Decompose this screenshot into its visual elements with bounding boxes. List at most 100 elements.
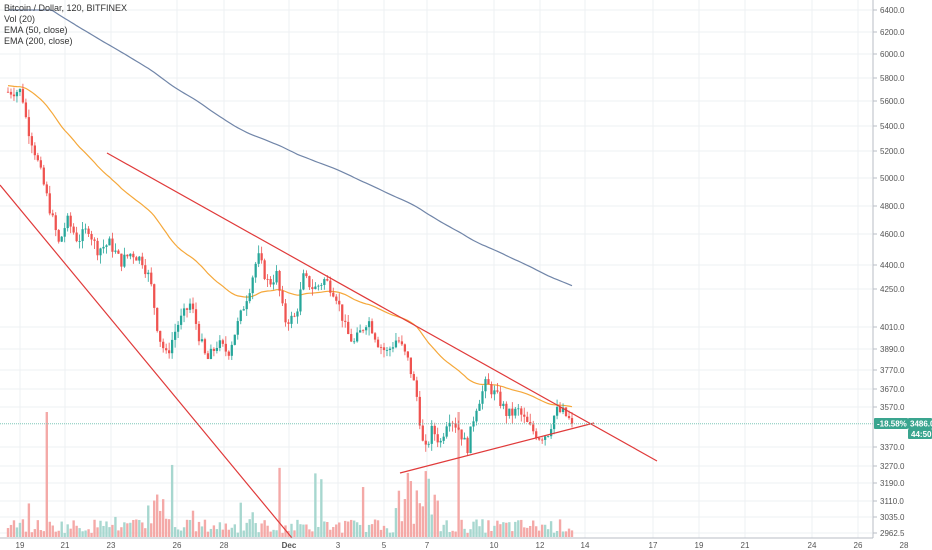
candle-body bbox=[403, 344, 407, 352]
volume-bar bbox=[293, 530, 296, 537]
volume-bar bbox=[260, 523, 263, 537]
candle-body bbox=[263, 260, 266, 279]
candle-body bbox=[356, 332, 359, 342]
ema-50-path bbox=[7, 85, 573, 408]
volume-bar bbox=[257, 532, 260, 537]
volume-bar bbox=[415, 490, 419, 537]
volume-bar bbox=[314, 473, 317, 537]
volume-bar bbox=[144, 528, 147, 537]
ema-50-line bbox=[7, 85, 573, 408]
volume-bar bbox=[508, 522, 511, 537]
candle-body bbox=[335, 296, 338, 301]
volume-bar bbox=[263, 520, 266, 537]
volume-bar bbox=[308, 529, 311, 537]
volume-bar bbox=[364, 531, 368, 537]
candle-body bbox=[51, 213, 54, 216]
candle-body bbox=[454, 423, 457, 428]
y-tick-label: 5000.0 bbox=[880, 174, 905, 183]
candle-body bbox=[317, 285, 320, 287]
candle-body bbox=[299, 289, 302, 312]
volume-bar bbox=[278, 467, 281, 537]
volume-bar bbox=[39, 530, 43, 537]
volume-bar bbox=[373, 519, 377, 537]
candle-body bbox=[39, 160, 42, 168]
candle-body bbox=[188, 303, 192, 310]
candle-body bbox=[173, 331, 177, 340]
candle-body bbox=[212, 348, 216, 351]
volume-bar bbox=[305, 524, 308, 537]
candle-body bbox=[547, 436, 550, 437]
candle-body bbox=[96, 240, 99, 256]
volume-bar bbox=[197, 521, 201, 537]
legend-title[interactable]: Bitcoin / Dollar, 120, BITFINEX bbox=[4, 3, 128, 13]
volume-bar bbox=[433, 494, 436, 537]
volume-bar bbox=[24, 531, 28, 537]
volume-bar bbox=[290, 523, 293, 537]
volume-bar bbox=[457, 412, 460, 537]
candle-body bbox=[165, 348, 168, 351]
volume-bar bbox=[227, 529, 231, 537]
volume-bar bbox=[514, 521, 517, 537]
candle-body bbox=[257, 253, 260, 264]
candle-body bbox=[84, 228, 87, 230]
candle-body bbox=[209, 348, 213, 359]
ema-200-path bbox=[8, 9, 573, 287]
x-tick-label: 19 bbox=[16, 541, 25, 550]
candle-body bbox=[185, 308, 189, 310]
x-tick-label: 19 bbox=[695, 541, 704, 550]
candle-body bbox=[129, 253, 132, 257]
volume-bar bbox=[266, 525, 269, 537]
candle-body bbox=[433, 425, 436, 435]
legend-volume[interactable]: Vol (20) bbox=[4, 14, 36, 24]
candle-body bbox=[508, 408, 511, 416]
volume-bar bbox=[167, 519, 171, 537]
candle-body bbox=[141, 256, 144, 266]
volume-bar bbox=[436, 500, 439, 537]
volume-bar bbox=[478, 526, 481, 537]
candle-body bbox=[463, 437, 466, 440]
volume-bar bbox=[397, 490, 401, 537]
volume-bar bbox=[9, 524, 13, 537]
volume-bar bbox=[27, 503, 31, 537]
volume-bar bbox=[469, 529, 472, 537]
volume-bar bbox=[391, 532, 395, 537]
volume-bar bbox=[72, 520, 75, 537]
volume-bar bbox=[552, 532, 556, 537]
y-tick-label: 4600.0 bbox=[880, 230, 905, 239]
candle-body bbox=[541, 439, 544, 441]
volume-bar bbox=[224, 523, 228, 537]
candle-body bbox=[388, 348, 392, 351]
trendline[interactable] bbox=[0, 184, 293, 539]
candle-body bbox=[436, 434, 439, 443]
candle-body bbox=[36, 155, 39, 161]
candle-body bbox=[200, 339, 204, 342]
candle-body bbox=[502, 403, 505, 406]
y-tick-label: 5200.0 bbox=[880, 147, 905, 156]
trendline[interactable] bbox=[399, 422, 595, 474]
volume-bar bbox=[170, 464, 174, 537]
candle-body bbox=[505, 403, 508, 416]
volume-bar bbox=[454, 531, 457, 537]
trendline[interactable] bbox=[106, 152, 658, 462]
volume-bar bbox=[272, 529, 275, 537]
y-tick-label: 3370.0 bbox=[880, 443, 905, 452]
volume-bar bbox=[164, 518, 168, 537]
candle-body bbox=[415, 380, 418, 397]
legend-ema-50[interactable]: EMA (50, close) bbox=[4, 25, 68, 35]
candle-body bbox=[439, 440, 442, 443]
volume-bar bbox=[99, 520, 102, 537]
volume-bar bbox=[546, 529, 550, 537]
candle-body bbox=[233, 334, 236, 345]
candle-body bbox=[162, 341, 165, 349]
candle-body bbox=[105, 245, 108, 247]
volume-bar bbox=[451, 530, 454, 537]
legend-ema-200[interactable]: EMA (200, close) bbox=[4, 36, 73, 46]
candle-body bbox=[535, 431, 538, 439]
candle-body bbox=[203, 339, 207, 354]
volume-bar bbox=[159, 510, 162, 537]
candle-body bbox=[168, 350, 171, 354]
candle-body bbox=[308, 276, 311, 288]
volume-bar bbox=[502, 522, 505, 537]
candle-body bbox=[260, 253, 263, 261]
candle-body bbox=[42, 167, 45, 185]
